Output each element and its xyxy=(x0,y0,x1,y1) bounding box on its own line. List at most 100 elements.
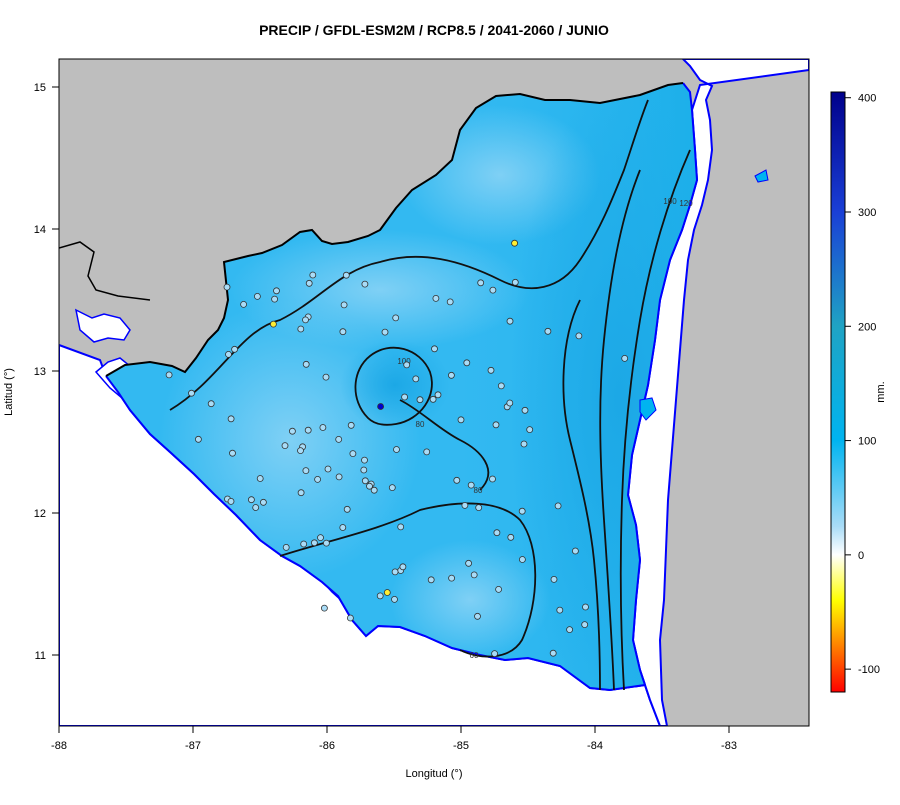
station-point xyxy=(188,389,195,397)
x-axis: -88 -87 -86 -85 -84 -83 xyxy=(51,726,737,752)
station-point xyxy=(391,568,399,576)
corn-islands xyxy=(754,169,769,183)
station-point xyxy=(253,292,261,300)
station-point xyxy=(581,621,589,628)
station-point xyxy=(335,473,343,481)
station-point xyxy=(470,571,478,579)
station-point xyxy=(412,375,420,383)
x-tick-label: -87 xyxy=(185,740,201,752)
x-tick-label: -84 xyxy=(587,740,603,752)
station-point xyxy=(366,482,373,490)
station-point xyxy=(273,287,280,295)
y-axis-label: Latitud (°) xyxy=(3,368,15,416)
station-point xyxy=(227,415,235,423)
x-axis-label: Longitud (°) xyxy=(406,768,463,780)
station-point xyxy=(256,475,264,482)
station-point xyxy=(347,421,355,429)
station-point xyxy=(416,396,424,404)
station-point xyxy=(340,301,348,309)
station-point xyxy=(361,280,369,288)
station-point xyxy=(259,498,267,506)
station-point xyxy=(305,279,313,287)
station-point xyxy=(297,447,304,455)
station-point xyxy=(511,278,519,286)
station-point xyxy=(403,361,411,369)
station-point-highlight xyxy=(269,320,277,328)
station-point xyxy=(495,586,503,593)
station-point xyxy=(493,529,501,537)
el-salvador-border xyxy=(59,241,151,301)
station-point xyxy=(297,325,305,333)
station-point xyxy=(399,563,407,571)
station-point xyxy=(474,612,481,620)
station-point xyxy=(477,279,485,287)
station-point xyxy=(310,539,318,547)
station-point xyxy=(549,649,557,657)
colorbar-ticks: 400 300 200 100 0 -100 xyxy=(845,93,880,676)
station-point xyxy=(392,314,400,322)
station-point xyxy=(227,497,235,505)
station-point xyxy=(302,467,310,475)
contour-label: 100 xyxy=(397,357,411,366)
station-point xyxy=(446,298,454,306)
station-point xyxy=(427,576,435,584)
station-point xyxy=(526,426,534,434)
station-point xyxy=(489,475,496,483)
station-points xyxy=(165,239,629,657)
station-point xyxy=(465,559,473,567)
caribbean-coast xyxy=(626,82,699,686)
map-frame xyxy=(58,58,810,727)
station-point xyxy=(225,350,232,358)
station-point xyxy=(282,544,290,551)
station-point xyxy=(461,501,469,509)
station-point xyxy=(423,448,431,456)
station-point xyxy=(453,476,461,484)
colorbar-unit: mm. xyxy=(875,381,887,402)
colorbar-tick-label: 100 xyxy=(858,436,876,448)
station-point xyxy=(554,502,562,510)
station-point-highlight xyxy=(377,403,385,410)
fonseca-inlet xyxy=(74,308,131,343)
station-point xyxy=(463,359,471,367)
station-point xyxy=(229,449,236,457)
station-point xyxy=(556,606,564,614)
station-point xyxy=(247,496,255,504)
station-point xyxy=(322,373,330,381)
station-point xyxy=(360,466,368,474)
station-point xyxy=(489,286,497,294)
station-point xyxy=(271,295,279,303)
station-point xyxy=(324,465,332,473)
station-point xyxy=(621,354,629,362)
colorbar-tick-label: 300 xyxy=(858,207,876,219)
station-point xyxy=(370,486,378,494)
honduras-border xyxy=(105,82,684,377)
station-point xyxy=(361,456,368,464)
x-tick-label: -85 xyxy=(453,740,469,752)
y-tick-label: 14 xyxy=(34,224,46,236)
contour-label: 100 xyxy=(663,197,677,206)
station-point xyxy=(252,504,260,511)
station-point xyxy=(335,435,343,443)
station-point xyxy=(487,366,495,374)
station-point xyxy=(519,556,526,563)
x-tick-label: -86 xyxy=(319,740,335,752)
y-tick-label: 12 xyxy=(34,508,46,520)
station-point xyxy=(231,345,239,353)
station-point xyxy=(491,650,499,657)
station-point xyxy=(520,440,528,448)
station-point xyxy=(434,391,442,399)
station-point xyxy=(397,523,405,531)
colorbar-tick-label: 0 xyxy=(858,550,864,562)
station-point xyxy=(518,507,526,515)
station-point xyxy=(314,475,322,483)
station-point xyxy=(319,424,327,431)
station-point xyxy=(339,524,347,531)
colorbar-tick-label: 200 xyxy=(858,321,876,333)
station-point xyxy=(566,626,573,633)
contour-label: 80 xyxy=(416,420,425,429)
station-point xyxy=(194,435,202,443)
station-point xyxy=(506,317,514,325)
station-point xyxy=(376,592,384,600)
station-point xyxy=(467,481,475,489)
